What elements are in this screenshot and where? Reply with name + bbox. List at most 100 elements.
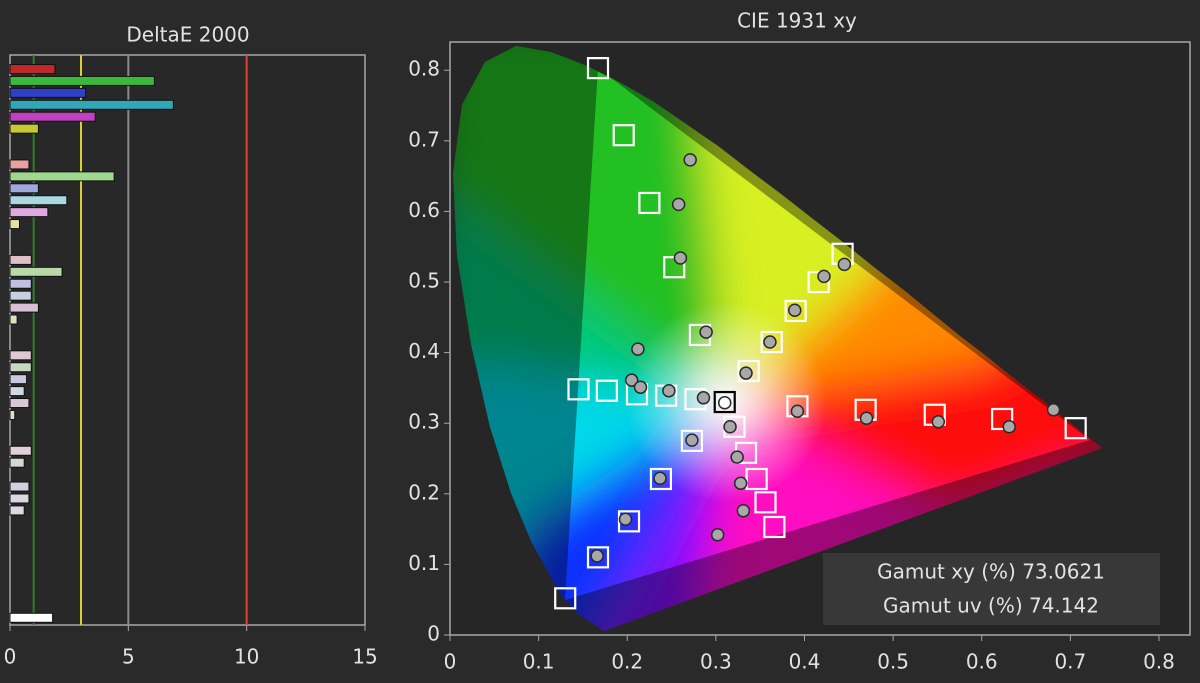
measured-point <box>787 303 802 318</box>
target-square <box>680 429 704 452</box>
bar <box>9 290 32 301</box>
measured-point <box>717 395 732 410</box>
measured-point <box>837 257 852 272</box>
measured-point <box>790 404 805 418</box>
x-tick-label: 0.4 <box>789 650 821 674</box>
cie-title: CIE 1931 xy <box>737 9 857 33</box>
measured-point <box>723 419 737 434</box>
measured-point <box>1002 419 1016 434</box>
bar <box>9 374 28 385</box>
measured-point <box>859 411 874 426</box>
bar <box>9 111 96 122</box>
measured-point <box>673 251 688 265</box>
y-tick-label: 0.1 <box>408 551 440 575</box>
y-tick-label: 0.4 <box>408 339 440 363</box>
measured-point <box>696 391 711 405</box>
measured-point <box>590 549 604 563</box>
measured-point <box>931 415 946 429</box>
measured-point <box>653 471 667 486</box>
x-tick-label: 15 <box>352 645 377 669</box>
x-tick-label: 0 <box>4 645 17 669</box>
bar <box>9 314 18 325</box>
bar <box>9 159 30 170</box>
y-tick-label: 0.3 <box>408 410 440 434</box>
measured-point <box>683 153 697 167</box>
y-tick-label: 0 <box>427 622 440 646</box>
x-tick-label: 0.2 <box>611 650 643 674</box>
x-tick-label: 0.3 <box>700 650 732 674</box>
target-square <box>617 510 641 533</box>
measured-point <box>736 504 751 518</box>
measured-point <box>662 383 676 398</box>
bar <box>9 409 16 420</box>
bar <box>9 398 30 409</box>
x-tick-label: 0.5 <box>877 650 909 674</box>
y-tick-label: 0.5 <box>408 269 440 293</box>
x-tick-label: 0 <box>444 650 457 674</box>
target-square <box>763 515 786 539</box>
bar <box>9 207 49 218</box>
bar <box>9 254 32 265</box>
target-square <box>713 390 736 414</box>
target-square <box>595 379 618 402</box>
target-square <box>554 587 577 610</box>
x-tick-label: 0.8 <box>1143 650 1175 674</box>
bar <box>9 266 63 277</box>
measured-point <box>763 335 777 349</box>
x-tick-label: 0.7 <box>1054 650 1086 674</box>
measured-point <box>710 528 725 542</box>
delta-title: DeltaE 2000 <box>126 23 249 47</box>
target-square <box>737 359 760 383</box>
measured-point <box>631 342 645 356</box>
bar <box>9 87 87 98</box>
target-square <box>745 467 768 491</box>
bar <box>9 386 25 397</box>
x-tick-label: 5 <box>122 645 135 669</box>
target-square <box>760 330 783 354</box>
target-square <box>991 407 1014 431</box>
y-tick-label: 0.2 <box>408 480 440 504</box>
target-square <box>784 299 807 323</box>
measured-point <box>685 433 699 447</box>
measured-point <box>671 197 686 212</box>
measured-point <box>817 269 831 284</box>
target-square <box>1064 417 1087 440</box>
bar <box>9 64 56 74</box>
x-tick-label: 0.6 <box>966 650 998 674</box>
measured-point <box>730 450 744 464</box>
target-square <box>638 191 661 215</box>
bar <box>9 302 39 313</box>
target-square <box>612 124 635 147</box>
bar <box>9 362 32 373</box>
bar <box>9 99 174 110</box>
measured-point <box>624 373 639 387</box>
y-tick-label: 0.8 <box>408 57 440 81</box>
x-tick-label: 10 <box>234 645 259 669</box>
y-tick-label: 0.6 <box>408 198 440 222</box>
target-square <box>807 270 830 294</box>
bar <box>9 481 30 492</box>
measured-point <box>733 476 748 490</box>
measured-point <box>1046 403 1061 417</box>
target-square <box>567 378 590 401</box>
gamut-box <box>823 553 1160 625</box>
y-tick-label: 0.7 <box>408 127 440 151</box>
measured-point <box>739 366 753 380</box>
gamut-uv: Gamut uv (%) 74.142 <box>883 594 1099 618</box>
target-square <box>649 467 673 491</box>
x-tick-label: 0.1 <box>523 650 555 674</box>
bar <box>9 183 39 194</box>
gamut-xy: Gamut xy (%) 73.0621 <box>877 560 1105 584</box>
delta-plot-frame <box>9 54 366 626</box>
bar <box>9 171 115 182</box>
bar <box>9 445 32 456</box>
bar <box>9 195 68 206</box>
bar <box>9 457 25 468</box>
bar <box>9 123 39 134</box>
bar <box>9 493 30 504</box>
target-square <box>586 546 610 569</box>
measured-point <box>699 325 713 339</box>
measured-point <box>633 380 648 394</box>
target-square <box>586 57 610 80</box>
